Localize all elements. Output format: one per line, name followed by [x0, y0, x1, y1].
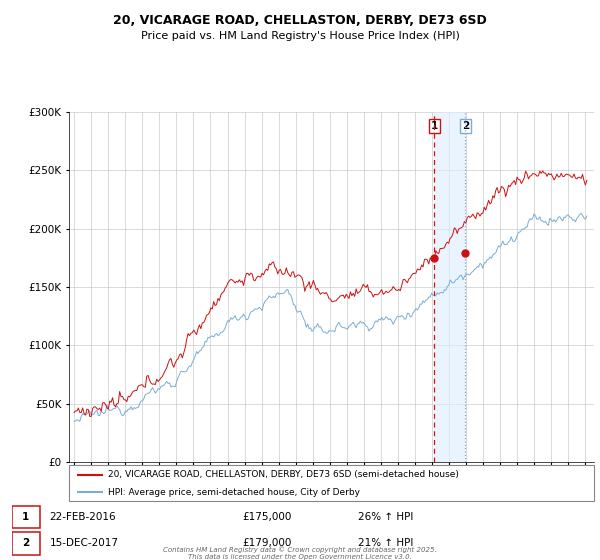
Text: HPI: Average price, semi-detached house, City of Derby: HPI: Average price, semi-detached house,… [109, 488, 361, 497]
FancyBboxPatch shape [69, 465, 594, 501]
Text: Price paid vs. HM Land Registry's House Price Index (HPI): Price paid vs. HM Land Registry's House … [140, 31, 460, 41]
Text: 26% ↑ HPI: 26% ↑ HPI [358, 512, 413, 522]
Text: 1: 1 [22, 512, 29, 522]
FancyBboxPatch shape [12, 506, 40, 529]
Text: 2: 2 [22, 538, 29, 548]
Text: 20, VICARAGE ROAD, CHELLASTON, DERBY, DE73 6SD: 20, VICARAGE ROAD, CHELLASTON, DERBY, DE… [113, 14, 487, 27]
FancyBboxPatch shape [12, 532, 40, 554]
Text: 22-FEB-2016: 22-FEB-2016 [49, 512, 116, 522]
Text: 20, VICARAGE ROAD, CHELLASTON, DERBY, DE73 6SD (semi-detached house): 20, VICARAGE ROAD, CHELLASTON, DERBY, DE… [109, 470, 459, 479]
Bar [434, 112, 466, 462]
Text: £179,000: £179,000 [242, 538, 292, 548]
Text: Contains HM Land Registry data © Crown copyright and database right 2025.
This d: Contains HM Land Registry data © Crown c… [163, 546, 437, 560]
Text: 2: 2 [462, 121, 469, 131]
Text: 21% ↑ HPI: 21% ↑ HPI [358, 538, 413, 548]
Text: £175,000: £175,000 [242, 512, 292, 522]
Text: 1: 1 [430, 121, 438, 131]
Text: 15-DEC-2017: 15-DEC-2017 [49, 538, 118, 548]
